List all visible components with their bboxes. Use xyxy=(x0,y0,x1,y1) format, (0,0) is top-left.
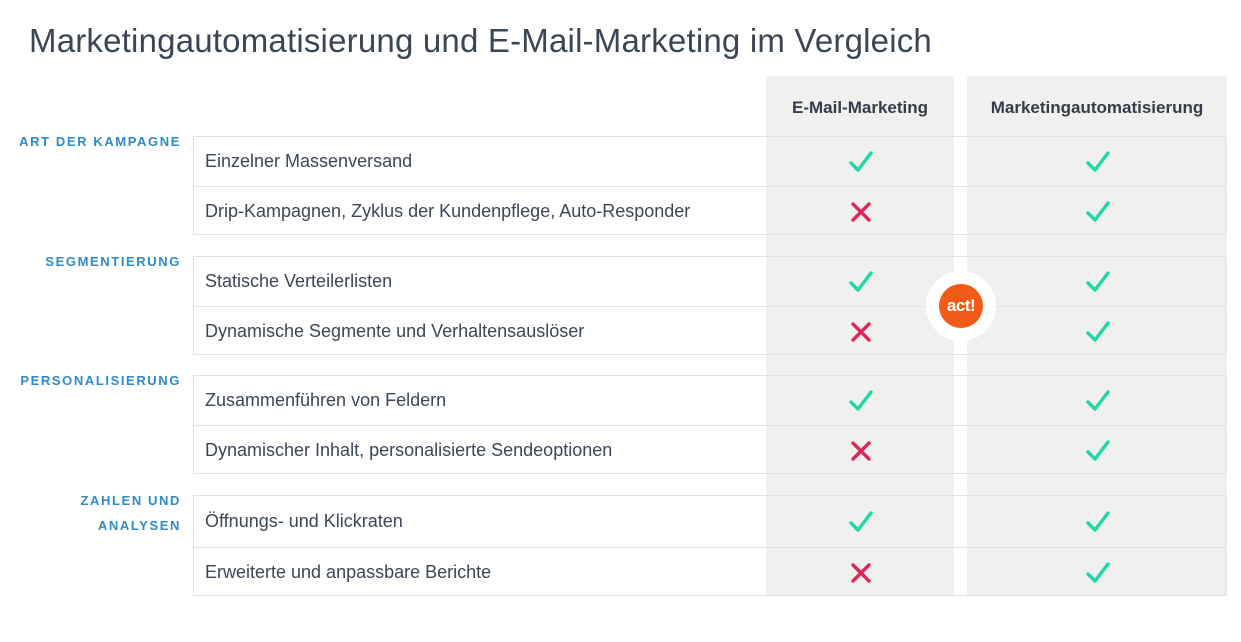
cross-icon xyxy=(848,199,874,225)
table-row: Dynamischer Inhalt, personalisierte Send… xyxy=(194,425,1225,475)
row-label: Statische Verteilerlisten xyxy=(205,271,393,291)
table-row: Drip-Kampagnen, Zyklus der Kundenpflege,… xyxy=(194,186,1225,236)
check-icon xyxy=(1085,199,1111,225)
table-row: Öffnungs- und Klickraten xyxy=(194,496,1225,547)
group-label-segmentation: SEGMENTIERUNG xyxy=(45,254,181,269)
table-row: Einzelner Massenversand xyxy=(194,137,1225,186)
row-label: Drip-Kampagnen, Zyklus der Kundenpflege,… xyxy=(205,201,691,221)
automation-cell xyxy=(968,426,1227,475)
group-personalization: Zusammenführen von Feldern Dynamischer I… xyxy=(193,375,1226,474)
automation-cell xyxy=(968,496,1227,547)
check-icon xyxy=(1085,560,1111,586)
email-cell xyxy=(767,496,955,547)
row-label: Öffnungs- und Klickraten xyxy=(205,511,403,531)
row-label: Erweiterte und anpassbare Berichte xyxy=(205,562,492,582)
column-header-email-marketing: E-Mail-Marketing xyxy=(791,98,929,117)
email-cell xyxy=(767,426,955,475)
group-label-line: ANALYSEN xyxy=(97,518,181,533)
column-header-marketing-automation: Marketingautomatisierung xyxy=(990,98,1204,117)
act-logo-text: act! xyxy=(946,296,976,315)
group-label-personalization: PERSONALISIERUNG xyxy=(20,373,181,388)
check-icon xyxy=(848,269,874,295)
check-icon xyxy=(848,388,874,414)
group-label-campaign-type: ART DER KAMPAGNE xyxy=(19,134,181,149)
email-cell xyxy=(767,257,955,306)
row-label: Einzelner Massenversand xyxy=(205,151,413,171)
email-marketing-column xyxy=(766,76,954,596)
table-row: Erweiterte und anpassbare Berichte xyxy=(194,547,1225,597)
check-icon xyxy=(848,509,874,535)
check-icon xyxy=(1085,509,1111,535)
row-label: Dynamischer Inhalt, personalisierte Send… xyxy=(205,440,613,460)
check-icon xyxy=(1085,438,1111,464)
email-cell xyxy=(767,187,955,236)
group-numbers-analytics: Öffnungs- und Klickraten Erweiterte und … xyxy=(193,495,1226,596)
act-logo-badge: act! xyxy=(926,271,996,341)
check-icon xyxy=(1085,388,1111,414)
group-label-numbers-analytics: ZAHLEN UND ANALYSEN xyxy=(81,488,182,538)
table-row: Zusammenführen von Feldern xyxy=(194,376,1225,425)
check-icon xyxy=(1085,149,1111,175)
email-cell xyxy=(767,548,955,597)
group-label-line: ZAHLEN UND xyxy=(80,493,181,508)
table-row: Statische Verteilerlisten xyxy=(194,257,1225,306)
group-segmentation: Statische Verteilerlisten Dynamische Seg… xyxy=(193,256,1226,355)
cross-icon xyxy=(848,319,874,345)
act-logo: act! xyxy=(939,284,983,328)
group-campaign-type: Einzelner Massenversand Drip-Kampagnen, … xyxy=(193,136,1226,235)
email-cell xyxy=(767,137,955,186)
email-cell xyxy=(767,307,955,356)
automation-cell xyxy=(968,257,1227,306)
check-icon xyxy=(1085,269,1111,295)
row-label: Zusammenführen von Feldern xyxy=(205,390,447,410)
table-row: Dynamische Segmente und Verhaltensauslös… xyxy=(194,306,1225,356)
check-icon xyxy=(848,149,874,175)
automation-cell xyxy=(968,307,1227,356)
automation-cell xyxy=(968,376,1227,425)
check-icon xyxy=(1085,319,1111,345)
cross-icon xyxy=(848,560,874,586)
automation-cell xyxy=(968,548,1227,597)
row-label: Dynamische Segmente und Verhaltensauslös… xyxy=(205,321,585,341)
email-cell xyxy=(767,376,955,425)
automation-cell xyxy=(968,137,1227,186)
automation-cell xyxy=(968,187,1227,236)
page-title: Marketingautomatisierung und E-Mail-Mark… xyxy=(29,22,932,59)
cross-icon xyxy=(848,438,874,464)
